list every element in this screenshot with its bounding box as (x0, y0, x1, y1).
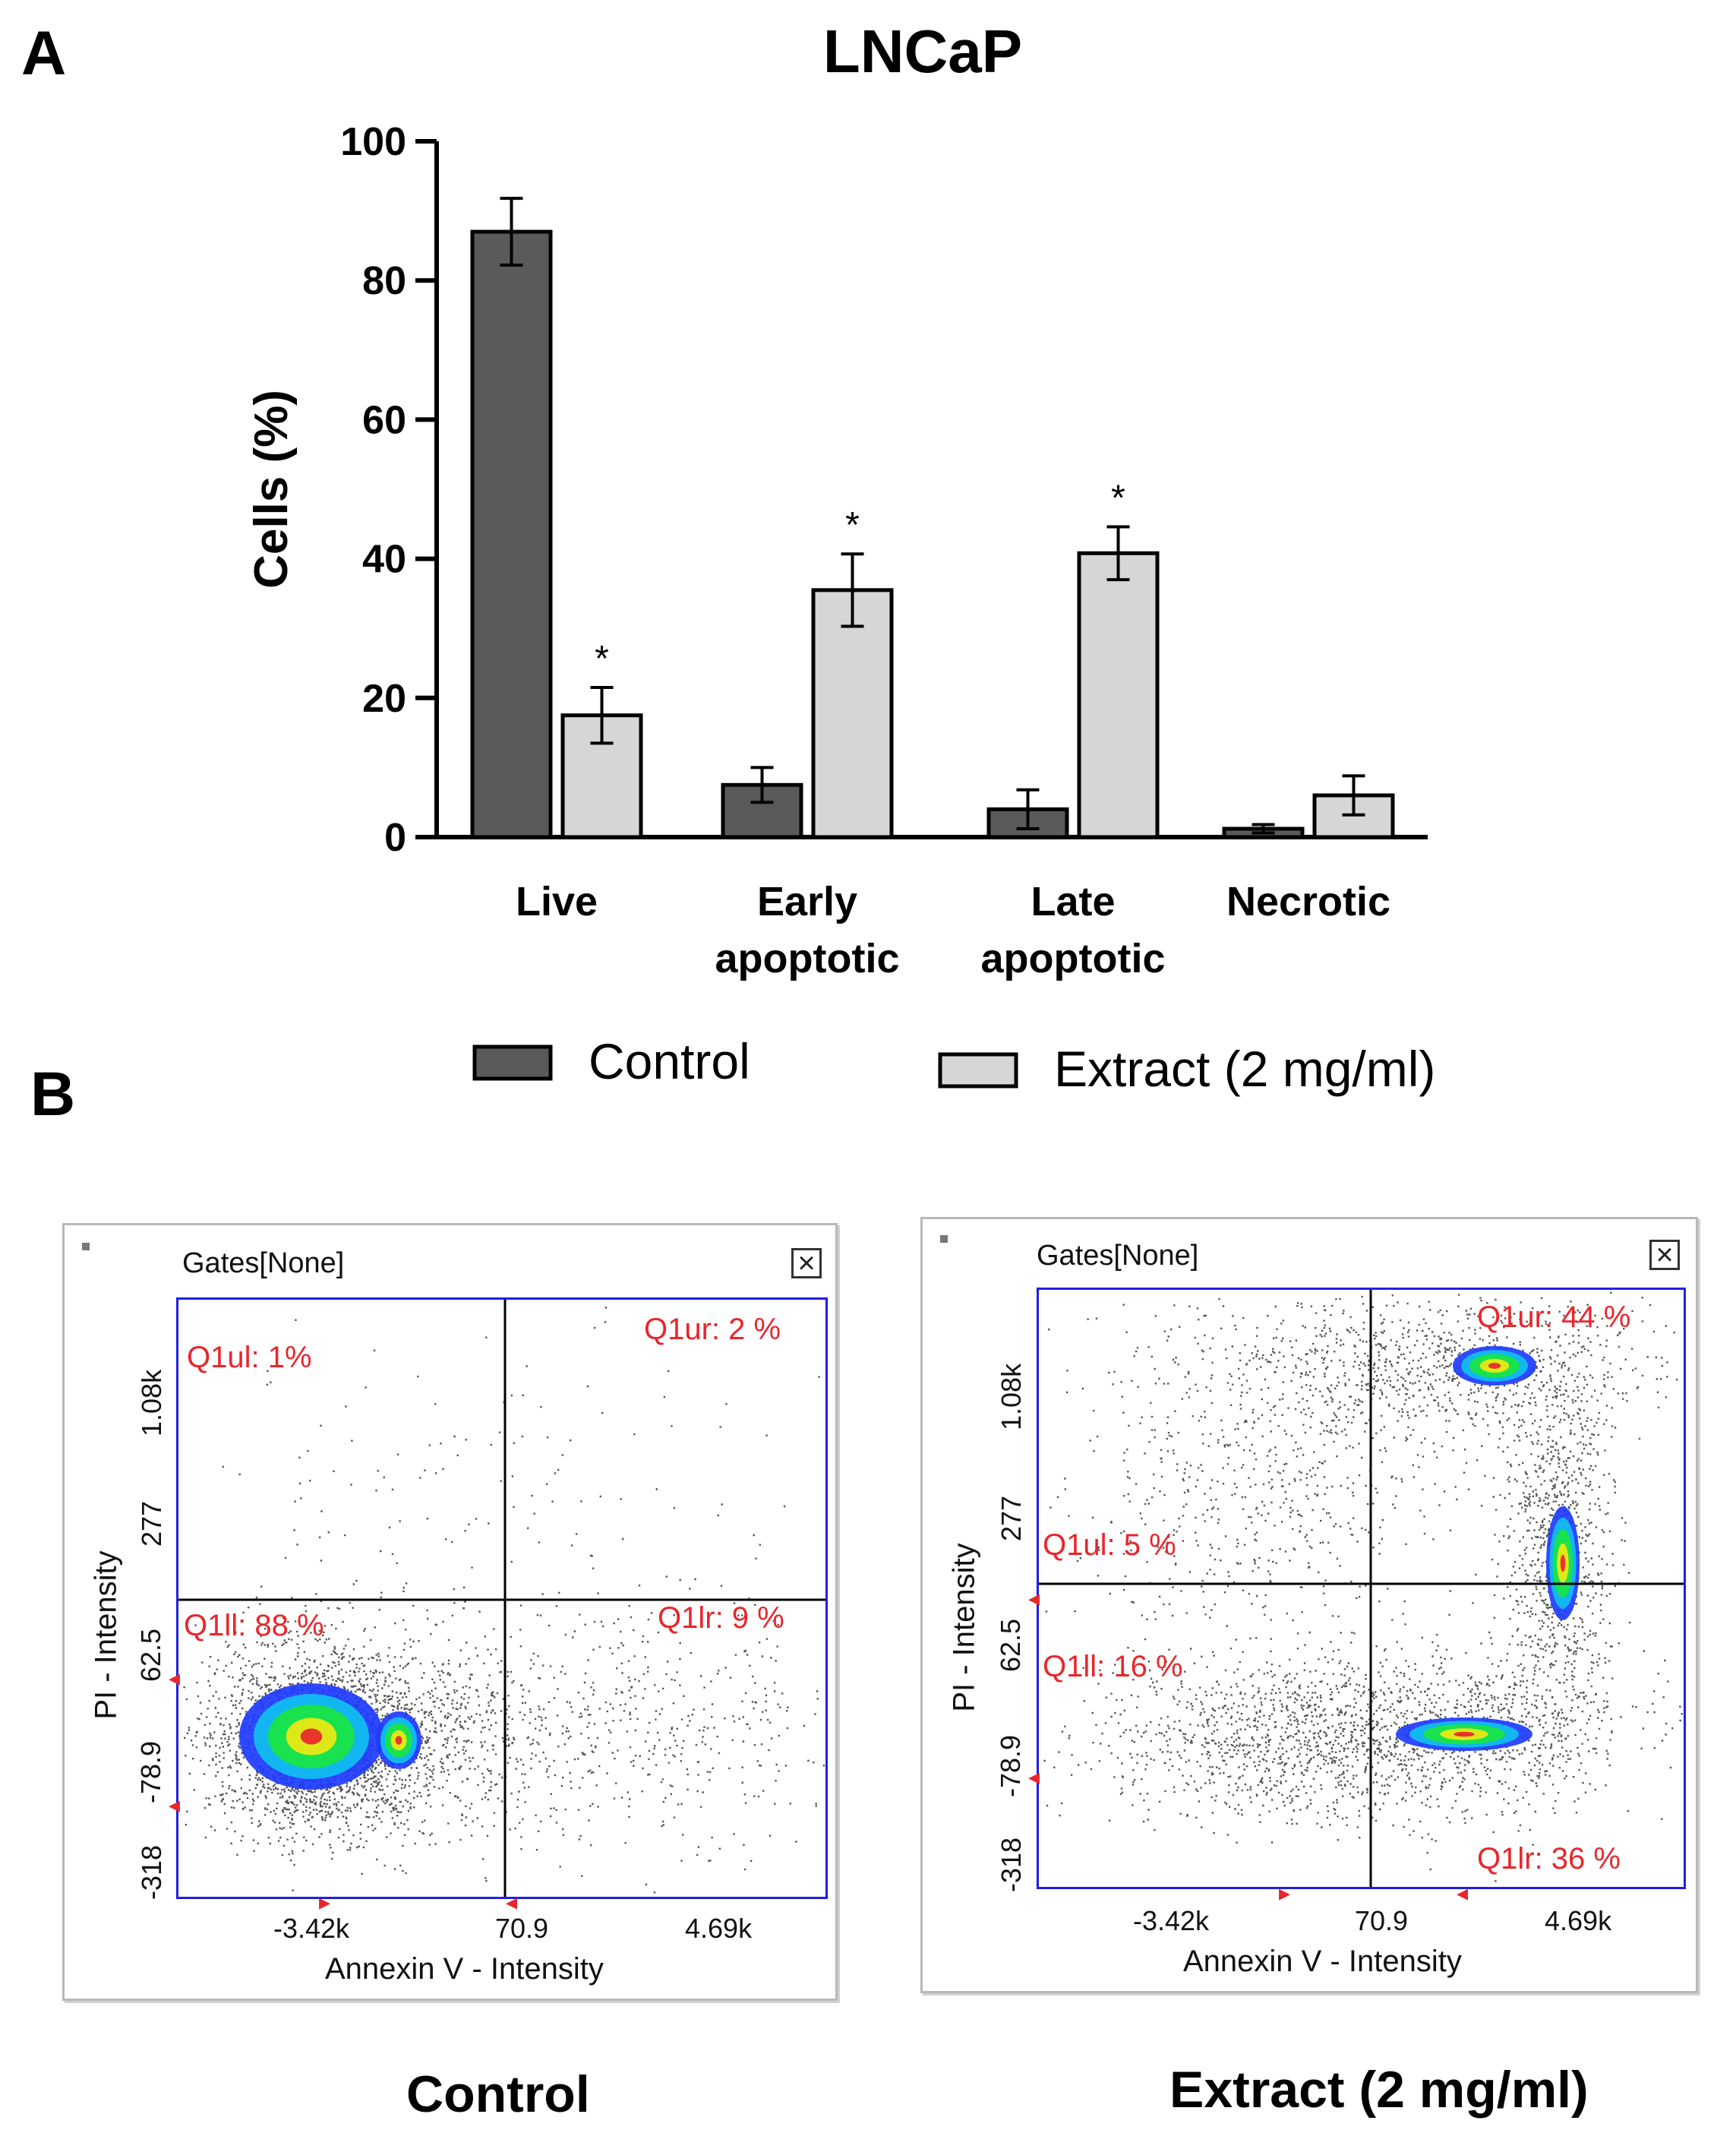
gate-marker-icon[interactable]: ▸ (1279, 1881, 1291, 1906)
bar-control (470, 229, 553, 839)
density-contour (1560, 1554, 1566, 1572)
gate-marker-icon[interactable]: ◂ (169, 1793, 181, 1818)
ytick: -78.9 (995, 1734, 1026, 1797)
quadrant-ll-control: Q1ll: 88 % (184, 1609, 324, 1642)
bar-extract (1077, 551, 1160, 839)
quadrant-lr-extract: Q1lr: 36 % (1477, 1842, 1621, 1875)
y-axis-title-extract: PI - Intensity (947, 1543, 981, 1712)
gates-label-extract: Gates[None] (1037, 1240, 1199, 1272)
bar-chart: LNCaP 0 20 40 60 80 100 Cells (%) * Live * Early apo… (245, 17, 1435, 1097)
gate-marker-icon[interactable]: ◂ (169, 1666, 181, 1691)
window-grip-icon (82, 1243, 90, 1250)
ytick: 1.08k (136, 1369, 167, 1436)
close-icon[interactable]: × (791, 1248, 822, 1278)
significance-marker: * (845, 505, 860, 545)
y-tick-label: 20 (362, 677, 406, 721)
x-axis-title-extract: Annexin V - Intensity (1183, 1945, 1462, 1978)
ytick: 277 (136, 1500, 167, 1547)
ytick: 62.5 (135, 1628, 166, 1682)
gate-marker-icon[interactable]: ▸ (319, 1890, 331, 1915)
xtick: 70.9 (495, 1913, 549, 1944)
y-axis-title: Cells (%) (245, 390, 298, 589)
panel-b-letter: B (30, 1060, 76, 1129)
ytick: 62.5 (995, 1618, 1026, 1672)
significance-marker: * (1111, 478, 1125, 518)
gates-label-control: Gates[None] (182, 1247, 345, 1279)
legend-swatch (472, 1044, 553, 1081)
quadrant-ul-control: Q1ul: 1% (187, 1341, 312, 1374)
close-icon[interactable]: × (1649, 1240, 1680, 1270)
significance-marker: * (595, 639, 609, 679)
x-category-label: Early (757, 879, 857, 924)
quadrant-ll-extract: Q1ll: 16 % (1043, 1650, 1183, 1683)
y-tick-label: 60 (362, 398, 406, 442)
y-tick-label: 80 (362, 259, 406, 303)
chart-title: LNCaP (823, 17, 1022, 85)
gate-marker-icon[interactable]: ◂ (1457, 1881, 1469, 1906)
density-contour (1488, 1363, 1501, 1369)
ytick: 277 (996, 1495, 1027, 1541)
density-contour (395, 1736, 402, 1745)
xtick: -3.42k (273, 1913, 350, 1944)
xtick: -3.42k (1133, 1905, 1210, 1936)
y-tick-label: 100 (340, 120, 406, 164)
density-contour (1454, 1731, 1475, 1737)
bar-extract (811, 588, 894, 839)
density-contour (300, 1728, 323, 1745)
legend-label: Control (589, 1033, 750, 1089)
event-points (1043, 1291, 1683, 1882)
caption-extract: Extract (2 mg/ml) (1169, 2061, 1589, 2119)
xtick: 4.69k (685, 1913, 753, 1944)
xtick: 4.69k (1545, 1905, 1612, 1936)
x-category-label: apoptotic (981, 936, 1166, 981)
quadrant-ur-control: Q1ur: 2 % (644, 1313, 781, 1346)
event-dots (1043, 1291, 1683, 1882)
window-grip-icon (940, 1235, 948, 1243)
quadrant-ul-extract: Q1ul: 5 % (1043, 1528, 1176, 1562)
gate-marker-icon[interactable]: ◂ (1028, 1765, 1040, 1790)
caption-control: Control (406, 2065, 590, 2123)
y-axis-title-control: PI - Intensity (89, 1550, 123, 1720)
gate-marker-icon[interactable]: ◂ (1028, 1586, 1040, 1611)
x-axis-title-control: Annexin V - Intensity (325, 1952, 604, 1986)
ytick: -318 (136, 1844, 167, 1900)
x-category-label: Live (516, 879, 598, 924)
flow-plot-control (176, 1297, 828, 1899)
legend-swatch (938, 1052, 1018, 1089)
x-category-label: Necrotic (1226, 879, 1390, 924)
ytick: -78.9 (135, 1740, 166, 1803)
x-category-label: apoptotic (715, 936, 900, 981)
legend-label: Extract (2 mg/ml) (1054, 1041, 1435, 1097)
y-tick-label: 40 (362, 538, 406, 582)
xtick: 70.9 (1355, 1905, 1409, 1936)
flow-plot-extract (1037, 1288, 1686, 1889)
gate-marker-icon[interactable]: ◂ (506, 1890, 518, 1915)
ytick: 1.08k (996, 1363, 1027, 1430)
x-category-label: Late (1031, 879, 1115, 924)
panel-a-letter: A (21, 19, 67, 88)
ytick: -318 (996, 1837, 1027, 1892)
quadrant-lr-control: Q1lr: 9 % (658, 1601, 784, 1635)
y-tick-label: 0 (384, 816, 406, 860)
quadrant-ur-extract: Q1ur: 44 % (1477, 1300, 1631, 1334)
